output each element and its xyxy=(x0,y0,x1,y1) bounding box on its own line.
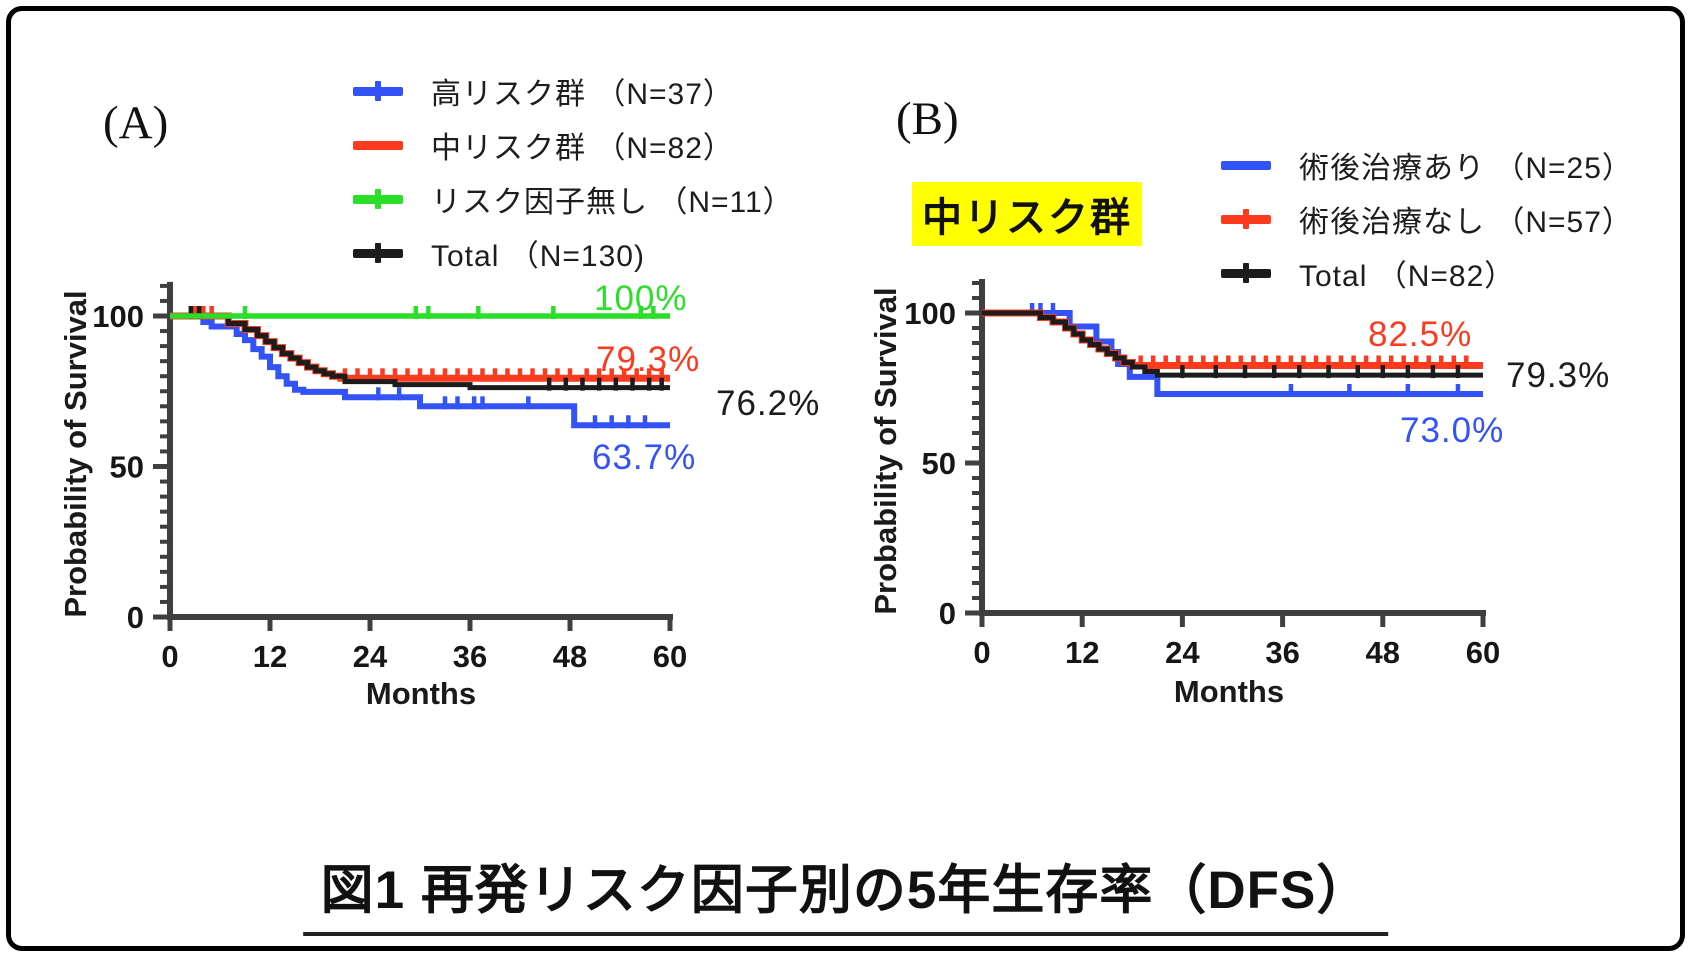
panel-b-label: (B) xyxy=(896,93,959,145)
legend-label: Total （N=82） xyxy=(1299,260,1516,293)
panel-b-legend: 術後治療あり （N=25） 術後治療なし （N=57） Total （N=82） xyxy=(1221,138,1633,300)
legend-item: 高リスク群 （N=37） xyxy=(353,64,794,118)
x-tick-label: 12 xyxy=(253,639,287,674)
panel-b-highlight-badge: 中リスク群 xyxy=(912,182,1142,246)
panel-a-plot: 0 50 100 0 12 24 36 48 60 xyxy=(92,281,687,674)
y-tick-label: 50 xyxy=(110,450,144,485)
panel-a-blue-final-percent: 63.7% xyxy=(592,438,697,477)
panel-b-red-final-percent: 82.5% xyxy=(1368,315,1473,354)
panel-a-total-final-percent: 76.2% xyxy=(716,384,821,423)
legend-item: 術後治療なし （N=57） xyxy=(1221,192,1633,246)
legend-line-marker-red xyxy=(353,140,403,150)
legend-line-marker-red xyxy=(1221,209,1271,229)
km-curve-black xyxy=(982,310,1483,378)
x-tick-label: 12 xyxy=(1065,635,1099,670)
x-tick-label: 48 xyxy=(1366,635,1400,670)
panel-a-red-final-percent: 79.3% xyxy=(596,340,701,379)
legend-item: 中リスク群 （N=82） xyxy=(353,118,794,172)
legend-censor-mark xyxy=(375,81,381,101)
legend-item: Total （N=82） xyxy=(1221,246,1633,300)
km-curve-black xyxy=(170,313,670,391)
legend-label: 中リスク群 （N=82） xyxy=(431,132,734,165)
panel-b-y-axis-title: Probability of Survival xyxy=(868,287,903,615)
legend-label: リスク因子無し （N=11） xyxy=(431,186,794,219)
y-tick-label: 0 xyxy=(939,596,956,631)
panel-b-x-axis-title: Months xyxy=(1173,674,1285,709)
legend-label: 術後治療なし （N=57） xyxy=(1299,206,1633,239)
legend-label: 高リスク群 （N=37） xyxy=(431,78,734,111)
legend-line-marker-black xyxy=(1221,263,1271,283)
y-tick-label: 100 xyxy=(904,296,956,331)
x-tick-label: 0 xyxy=(973,635,990,670)
legend-line-marker-black xyxy=(353,243,403,263)
legend-censor-mark xyxy=(375,189,381,209)
y-tick-label: 0 xyxy=(127,600,144,635)
y-tick-label: 100 xyxy=(92,299,144,334)
legend-label: 術後治療あり （N=25） xyxy=(1299,152,1633,185)
x-tick-label: 36 xyxy=(1265,635,1299,670)
legend-item: 術後治療あり （N=25） xyxy=(1221,138,1633,192)
figure-title: 図1 再発リスク因子別の5年生存率（DFS） xyxy=(302,848,1389,936)
panel-a-green-final-percent: 100% xyxy=(594,279,688,318)
x-tick-label: 60 xyxy=(1466,635,1500,670)
legend-item: リスク因子無し （N=11） xyxy=(353,172,794,226)
legend-item: Total （N=130) xyxy=(353,226,794,280)
legend-label: Total （N=130) xyxy=(431,240,645,273)
x-tick-label: 0 xyxy=(161,639,178,674)
panel-a-label: (A) xyxy=(103,97,169,149)
y-tick-label: 50 xyxy=(922,446,956,481)
panel-b-plot: 0 50 100 0 12 24 36 48 60 xyxy=(904,279,1500,670)
panel-a-y-axis-title: Probability of Survival xyxy=(58,290,93,618)
legend-censor-mark xyxy=(1243,263,1249,283)
x-tick-label: 36 xyxy=(453,639,487,674)
x-tick-label: 48 xyxy=(553,639,587,674)
panel-b-blue-final-percent: 73.0% xyxy=(1400,411,1505,450)
legend-line-marker-blue xyxy=(353,81,403,101)
legend-line-marker-blue xyxy=(1221,160,1271,170)
legend-censor-mark xyxy=(1243,209,1249,229)
panel-a-x-axis-title: Months xyxy=(365,676,477,711)
x-tick-label: 24 xyxy=(1165,635,1200,670)
panel-a-legend: 高リスク群 （N=37） 中リスク群 （N=82） リスク因子無し （N=11） To… xyxy=(353,64,794,280)
legend-censor-mark xyxy=(375,243,381,263)
x-tick-label: 60 xyxy=(653,639,687,674)
panel-b-total-final-percent: 79.3% xyxy=(1506,356,1611,395)
x-tick-label: 24 xyxy=(353,639,388,674)
legend-line-marker-green xyxy=(353,189,403,209)
